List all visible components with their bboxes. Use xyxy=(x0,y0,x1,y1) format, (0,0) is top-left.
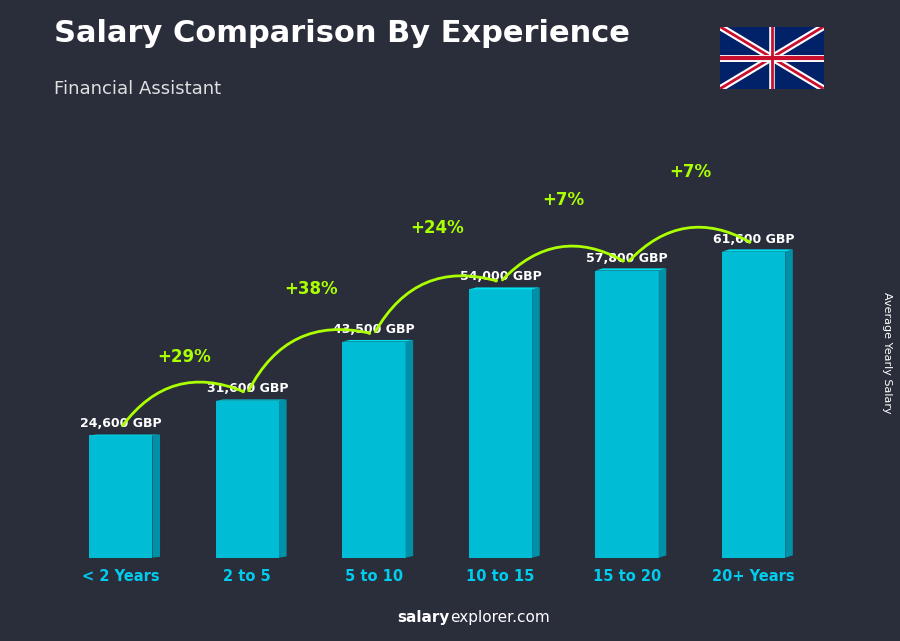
FancyArrowPatch shape xyxy=(375,276,496,331)
FancyArrowPatch shape xyxy=(629,227,750,261)
Text: +7%: +7% xyxy=(543,191,585,209)
Text: 31,600 GBP: 31,600 GBP xyxy=(207,382,288,395)
Text: 57,800 GBP: 57,800 GBP xyxy=(586,251,668,265)
Text: explorer.com: explorer.com xyxy=(450,610,550,625)
Polygon shape xyxy=(659,269,666,558)
Text: Average Yearly Salary: Average Yearly Salary xyxy=(881,292,892,413)
Polygon shape xyxy=(785,249,793,558)
Text: 24,600 GBP: 24,600 GBP xyxy=(80,417,162,429)
Polygon shape xyxy=(406,340,413,558)
FancyArrowPatch shape xyxy=(122,382,243,426)
Bar xyxy=(722,252,785,558)
Text: 61,600 GBP: 61,600 GBP xyxy=(713,233,795,246)
Bar xyxy=(596,271,659,558)
Bar xyxy=(216,401,279,558)
Text: salary: salary xyxy=(398,610,450,625)
Polygon shape xyxy=(216,399,286,401)
Polygon shape xyxy=(152,435,160,558)
Polygon shape xyxy=(279,399,286,558)
Polygon shape xyxy=(532,287,540,558)
Bar xyxy=(342,342,406,558)
Text: Salary Comparison By Experience: Salary Comparison By Experience xyxy=(54,19,630,48)
Bar xyxy=(89,435,152,558)
Text: +29%: +29% xyxy=(158,348,211,366)
Bar xyxy=(469,290,532,558)
Text: +7%: +7% xyxy=(670,163,711,181)
Polygon shape xyxy=(342,340,413,342)
Text: 43,500 GBP: 43,500 GBP xyxy=(333,322,415,336)
Text: +24%: +24% xyxy=(410,219,464,237)
Text: Financial Assistant: Financial Assistant xyxy=(54,80,221,98)
Polygon shape xyxy=(469,287,540,290)
Text: 54,000 GBP: 54,000 GBP xyxy=(460,271,542,283)
Text: +38%: +38% xyxy=(284,280,338,298)
Polygon shape xyxy=(596,269,666,271)
FancyArrowPatch shape xyxy=(248,329,370,391)
Polygon shape xyxy=(722,249,793,252)
FancyArrowPatch shape xyxy=(502,246,624,280)
